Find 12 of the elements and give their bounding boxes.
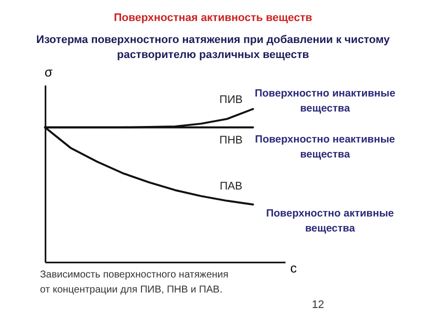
x-axis-title: c bbox=[290, 260, 298, 276]
chart-subtitle: Изотерма поверхностного натяжения при добавлении к чистому растворителю различных веществ bbox=[36, 34, 391, 61]
annotation: Поверхностно инактивные вещества bbox=[254, 88, 396, 114]
text: 12 bbox=[312, 299, 324, 311]
series-label: ПАВ bbox=[220, 180, 242, 192]
y-axis-title: σ bbox=[44, 64, 53, 80]
text: Зависимость поверхностного натяжения от концентрации для ПИВ, ПНВ и ПАВ. bbox=[40, 270, 228, 296]
series-label: ПИВ bbox=[219, 94, 243, 106]
chart-title: Поверхностная активность веществ bbox=[114, 12, 312, 24]
annotation: Поверхностно неактивные вещества bbox=[255, 134, 396, 160]
series-label: ПНВ bbox=[219, 134, 243, 146]
annotation: Поверхностно активные вещества bbox=[266, 208, 394, 234]
